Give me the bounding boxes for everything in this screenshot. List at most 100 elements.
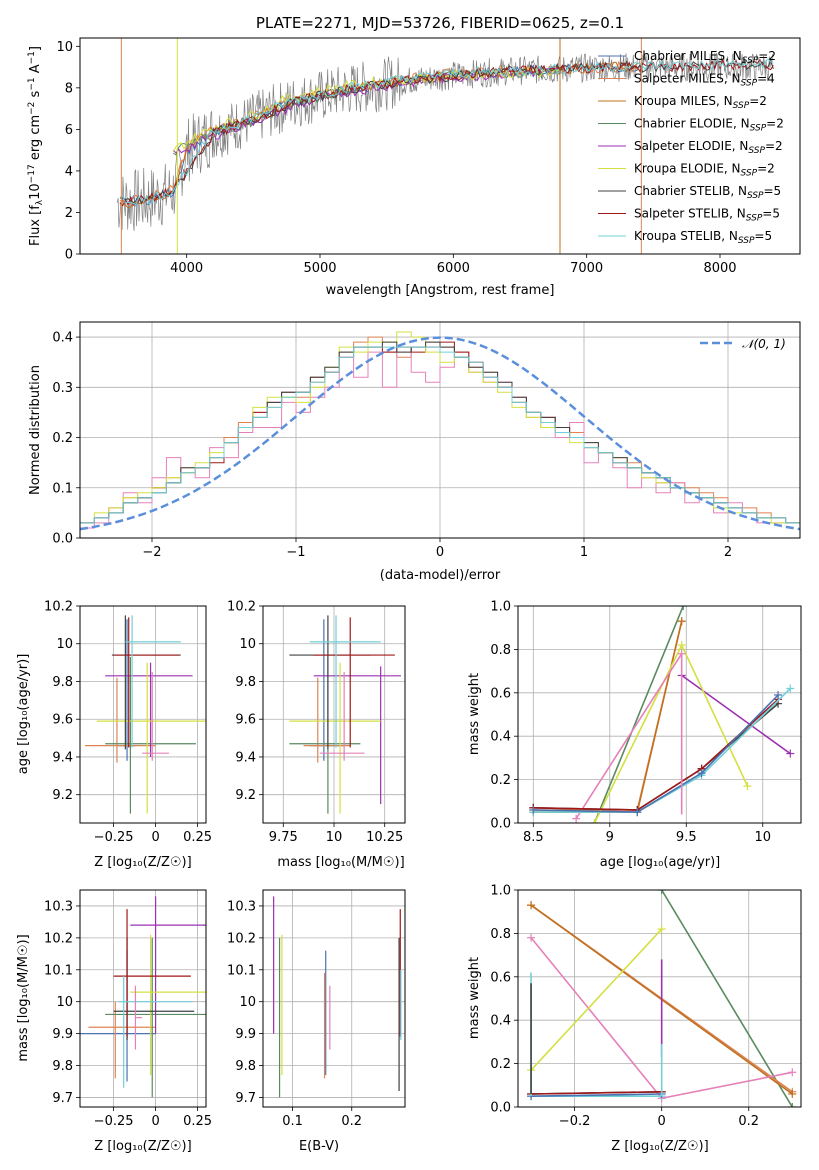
gaussian-reference-curve xyxy=(80,336,800,531)
spectrum-model-line xyxy=(119,58,774,207)
age-z-x-tick-label: −0.25 xyxy=(94,830,134,845)
age-mass-axes-frame xyxy=(262,605,406,824)
spectrum-ylabel: Flux [fλ10−17 erg cm−2 s−1 A−1] xyxy=(27,46,45,246)
residuals-y-tick-label: 0.3 xyxy=(52,381,73,396)
mass-z-y-tick-label: 10.2 xyxy=(44,931,73,946)
weight-age-x-tick-label: 9.5 xyxy=(676,830,697,845)
legend-subscript: SSP xyxy=(733,101,750,111)
age-mass-y-tick-label: 10.2 xyxy=(227,600,256,615)
weight-age-x-tick-label: 9 xyxy=(606,830,614,845)
residuals-y-tick-label: 0.0 xyxy=(52,532,73,547)
weight-age-xlabel: age [log₁₀(age/yr)] xyxy=(600,855,721,870)
weight-age-x-tick-label: 10 xyxy=(754,830,771,845)
age-vs-mass-panel: 9.75 10 10.25 9.2 9.4 9.6 9.8 10 10.2 xyxy=(227,600,406,845)
mass-z-y-tick-label: 9.9 xyxy=(52,1027,73,1042)
age-mass-y-tick-label: 9.2 xyxy=(235,788,256,803)
age-mass-y-tick-label: 9.8 xyxy=(235,675,256,690)
mass-z-ylabel: mass [log₁₀(M/M☉)] xyxy=(16,934,31,1061)
mass-z-y-tick-label: 10.1 xyxy=(44,963,73,978)
spectrum-axes-frame xyxy=(79,37,801,255)
weight-z-x-tick-label: 0 xyxy=(658,1114,666,1129)
weight-age-axes-frame xyxy=(517,605,802,824)
mass-z-xlabel: Z [log₁₀(Z/Z☉)] xyxy=(94,1139,191,1154)
weight-z-weight-line xyxy=(530,928,663,1071)
ebv-xlabel: E(B-V) xyxy=(299,1139,339,1154)
residuals-y-tick-label: 0.2 xyxy=(52,431,73,446)
spectrum-title: PLATE=2271, MJD=53726, FIBERID=0625, z=0… xyxy=(256,14,624,32)
mass-ebv-y-tick-label: 10.2 xyxy=(227,931,256,946)
weight-age-weight-line xyxy=(533,687,791,813)
legend-entry: Kroupa ELODIE, NSSP=2 xyxy=(634,162,775,179)
weight-age-y-tick-label: 0.8 xyxy=(490,643,511,658)
mass-z-y-tick-label: 9.7 xyxy=(52,1091,73,1106)
legend-entry: Salpeter STELIB, NSSP=5 xyxy=(634,207,780,224)
weight-vs-metallicity-panel: −0.2 0 0.2 0.0 0.2 0.4 0.6 0.8 1.0 xyxy=(490,884,802,1129)
weight-age-y-tick-label: 0.2 xyxy=(490,773,511,788)
legend-entry: Chabrier MILES, NSSP=2 xyxy=(634,49,776,66)
spectrum-y-tick-label: 8 xyxy=(65,81,73,96)
spectrum-model-line xyxy=(172,67,561,154)
weight-z-y-tick-label: 0.2 xyxy=(490,1057,511,1072)
spectrum-x-tick-label: 4000 xyxy=(170,261,203,276)
weight-z-weight-line xyxy=(531,1093,662,1097)
mass-z-y-tick-label: 9.8 xyxy=(52,1059,73,1074)
weight-age-y-tick-label: 0.0 xyxy=(490,817,511,832)
legend-entry: Chabrier ELODIE, NSSP=2 xyxy=(634,117,784,134)
age-mass-xlabel: mass [log₁₀(M/M☉)] xyxy=(277,855,404,870)
mass-ebv-y-tick-label: 9.9 xyxy=(235,1027,256,1042)
weight-z-y-tick-label: 0.6 xyxy=(490,970,511,985)
legend-value: =4 xyxy=(757,72,775,86)
age-mass-y-tick-label: 10 xyxy=(239,637,256,652)
weight-z-x-tick-label: 0.2 xyxy=(738,1114,759,1129)
age-mass-y-tick-label: 9.4 xyxy=(235,750,256,765)
residuals-y-tick-label: 0.4 xyxy=(52,331,73,346)
age-z-y-tick-label: 9.6 xyxy=(52,713,73,728)
legend-subscript: SSP xyxy=(750,124,767,134)
spectrum-model-line xyxy=(173,65,561,156)
legend-entry: Salpeter ELODIE, NSSP=2 xyxy=(634,139,783,156)
weight-age-y-tick-label: 1.0 xyxy=(490,600,511,615)
weight-z-x-tick-label: −0.2 xyxy=(559,1114,591,1129)
age-z-ylabel: age [log₁₀(age/yr)] xyxy=(16,654,31,775)
mass-z-x-tick-label: 0 xyxy=(151,1114,159,1129)
weight-z-y-tick-label: 0.8 xyxy=(490,927,511,942)
weight-z-y-tick-label: 0.4 xyxy=(490,1014,511,1029)
weight-vs-age-panel: 8.5 9 9.5 10 0.0 0.2 0.4 0.6 0.8 1.0 xyxy=(490,600,802,845)
age-vs-metallicity-panel: −0.25 0 0.25 9.2 9.4 9.6 9.8 10 10.2 xyxy=(44,600,212,846)
spectrum-y-tick-label: 6 xyxy=(65,123,73,138)
mass-z-y-tick-label: 10 xyxy=(56,995,73,1010)
age-z-y-tick-label: 10 xyxy=(56,637,73,652)
residual-histogram-step xyxy=(80,351,800,529)
residuals-panel: −2 −1 0 1 2 0.0 0.1 0.2 0.3 0.4 𝒩(0, 1) xyxy=(52,321,801,560)
spectrum-y-tick-label: 0 xyxy=(65,248,73,263)
age-z-y-tick-label: 9.4 xyxy=(52,750,73,765)
age-z-y-tick-label: 9.2 xyxy=(52,788,73,803)
weight-age-weight-line xyxy=(593,606,684,823)
legend-value: =5 xyxy=(762,207,780,221)
legend-subscript: SSP xyxy=(746,214,763,224)
legend-entry: Salpeter MILES, NSSP=4 xyxy=(634,72,775,89)
legend-value: =2 xyxy=(765,139,783,153)
residuals-x-tick-label: 2 xyxy=(724,545,732,560)
mass-z-x-tick-label: 0.25 xyxy=(183,1114,212,1129)
spectrum-x-tick-label: 5000 xyxy=(303,261,336,276)
legend-entry: Kroupa STELIB, NSSP=5 xyxy=(634,229,772,246)
mass-vs-ebv-panel: 0.1 0.2 9.7 9.8 9.9 10 10.1 10.2 10.3 xyxy=(227,889,406,1129)
spectrum-x-tick-label: 8000 xyxy=(703,261,736,276)
mass-ebv-y-tick-label: 10 xyxy=(239,995,256,1010)
legend-value: =2 xyxy=(758,49,776,63)
spectrum-y-tick-label: 2 xyxy=(65,206,73,221)
age-z-y-tick-label: 9.8 xyxy=(52,675,73,690)
mass-ebv-y-tick-label: 10.1 xyxy=(227,963,256,978)
legend-value: =2 xyxy=(749,94,767,108)
residuals-x-tick-label: −1 xyxy=(286,545,305,560)
residuals-x-tick-label: 0 xyxy=(436,545,444,560)
age-mass-x-tick-label: 10.25 xyxy=(366,830,403,845)
age-mass-y-tick-label: 9.6 xyxy=(235,713,256,728)
mass-z-axes-frame xyxy=(79,889,207,1108)
legend-value: =2 xyxy=(757,162,775,176)
mass-vs-metallicity-panel: −0.25 0 0.25 9.7 9.8 9.9 10 10.1 10.2 10.3 xyxy=(44,889,212,1129)
weight-age-y-tick-label: 0.4 xyxy=(490,730,511,745)
